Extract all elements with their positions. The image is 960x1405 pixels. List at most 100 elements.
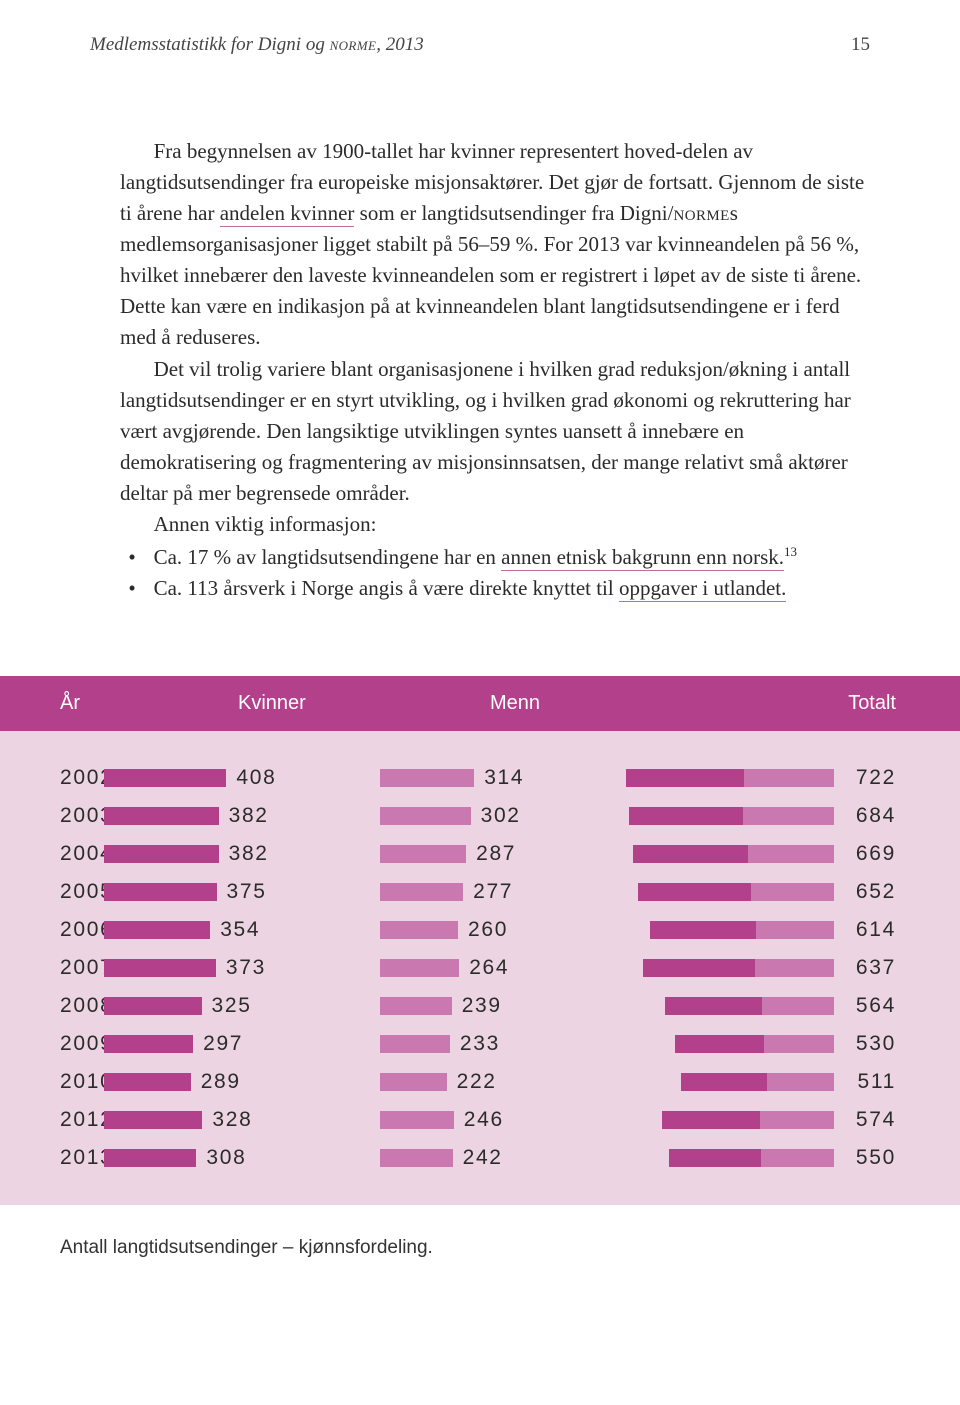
b1-u: annen etnisk bakgrunn enn norsk. (501, 545, 784, 571)
cell-year: 2012 (0, 1108, 104, 1132)
total-bar (665, 997, 834, 1015)
men-value: 277 (463, 880, 513, 904)
table-row: 2012328 246 574 (0, 1101, 960, 1139)
total-bar-men-seg (760, 1111, 834, 1129)
women-value: 408 (226, 766, 276, 790)
p1-seg-b: som er langtidsutsendinger fra Digni/ (354, 201, 673, 225)
total-bar-men-seg (743, 807, 834, 825)
women-value: 382 (219, 804, 269, 828)
table-row: 2010289 222 511 (0, 1063, 960, 1101)
total-value: 652 (844, 880, 896, 904)
cell-women: 408 (104, 766, 380, 790)
men-bar (380, 807, 471, 825)
total-bar-men-seg (764, 1035, 834, 1053)
table-row: 2013308242550 (0, 1139, 960, 1177)
cell-men: 302 (380, 804, 626, 828)
cell-men: 233 (380, 1032, 626, 1056)
bullet-list: Ca. 17 % av langtidsutsendingene har en … (120, 542, 870, 604)
women-bar (104, 769, 226, 787)
men-bar (380, 1149, 453, 1167)
total-value: 614 (844, 918, 896, 942)
p1-underline-1: andelen kvinner (220, 201, 355, 227)
cell-total: 574 (626, 1108, 960, 1132)
b2-a: Ca. 113 årsverk i Norge angis å være dir… (154, 576, 619, 600)
cell-year: 2009 (0, 1032, 104, 1056)
bullet-2: Ca. 113 årsverk i Norge angis å være dir… (120, 573, 870, 604)
women-bar (104, 1035, 193, 1053)
men-bar (380, 959, 459, 977)
cell-women: 354 (104, 918, 380, 942)
total-bar-women-seg (650, 921, 756, 939)
women-bar (104, 959, 216, 977)
men-value: 302 (471, 804, 521, 828)
cell-women: 289 (104, 1070, 380, 1094)
total-bar (626, 769, 834, 787)
total-value: 550 (844, 1146, 896, 1170)
total-value: 669 (844, 842, 896, 866)
total-bar-men-seg (767, 1073, 834, 1091)
total-bar-men-seg (755, 959, 834, 977)
men-value: 233 (450, 1032, 500, 1056)
table-row: 2007373264637 (0, 949, 960, 987)
table-row: 2008325239564 (0, 987, 960, 1025)
table-row: 2005375 277 652 (0, 873, 960, 911)
total-bar-men-seg (751, 883, 834, 901)
running-title-tail: , 2013 (376, 34, 424, 55)
cell-year: 2004 (0, 842, 104, 866)
cell-women: 328 (104, 1108, 380, 1132)
body-text: Fra begynnelsen av 1900-tallet har kvinn… (0, 56, 960, 628)
men-bar (380, 997, 452, 1015)
total-value: 511 (844, 1070, 896, 1094)
total-bar-women-seg (675, 1035, 764, 1053)
table-row: 2006354260614 (0, 911, 960, 949)
bullet-1: Ca. 17 % av langtidsutsendingene har en … (120, 542, 870, 573)
total-value: 564 (844, 994, 896, 1018)
cell-year: 2002 (0, 766, 104, 790)
cell-women: 382 (104, 842, 380, 866)
cell-year: 2005 (0, 880, 104, 904)
cell-total: 550 (626, 1146, 960, 1170)
women-bar (104, 1073, 191, 1091)
cell-men: 287 (380, 842, 626, 866)
women-bar (104, 921, 210, 939)
total-bar-women-seg (629, 807, 744, 825)
total-bar (643, 959, 834, 977)
page-number: 15 (851, 34, 870, 56)
women-bar (104, 883, 217, 901)
b1-sup: 13 (784, 544, 797, 559)
total-bar (662, 1111, 834, 1129)
cell-women: 375 (104, 880, 380, 904)
total-bar-men-seg (744, 769, 834, 787)
women-value: 308 (196, 1146, 246, 1170)
cell-men: 222 (380, 1070, 626, 1094)
col-year: År (0, 692, 238, 715)
total-bar-men-seg (756, 921, 834, 939)
women-value: 354 (210, 918, 260, 942)
total-bar (669, 1149, 834, 1167)
col-women: Kvinner (238, 692, 490, 715)
cell-year: 2010 (0, 1070, 104, 1094)
men-bar (380, 845, 466, 863)
women-bar (104, 807, 219, 825)
cell-year: 2007 (0, 956, 104, 980)
total-value: 530 (844, 1032, 896, 1056)
men-value: 314 (474, 766, 524, 790)
total-bar (633, 845, 834, 863)
cell-men: 277 (380, 880, 626, 904)
total-value: 637 (844, 956, 896, 980)
men-value: 222 (447, 1070, 497, 1094)
women-value: 297 (193, 1032, 243, 1056)
running-title-part1: Medlemsstatistikk for Digni og (90, 34, 330, 55)
running-title-sc: norme (330, 34, 377, 55)
col-men: Menn (490, 692, 742, 715)
table-row: 2003382302684 (0, 797, 960, 835)
total-bar-men-seg (748, 845, 834, 863)
stats-table: År Kvinner Menn Totalt 20024083147222003… (0, 676, 960, 1205)
women-value: 373 (216, 956, 266, 980)
women-bar (104, 1149, 196, 1167)
total-bar (681, 1073, 834, 1091)
men-value: 246 (454, 1108, 504, 1132)
cell-total: 722 (626, 766, 960, 790)
total-bar-women-seg (633, 845, 748, 863)
total-bar (629, 807, 834, 825)
